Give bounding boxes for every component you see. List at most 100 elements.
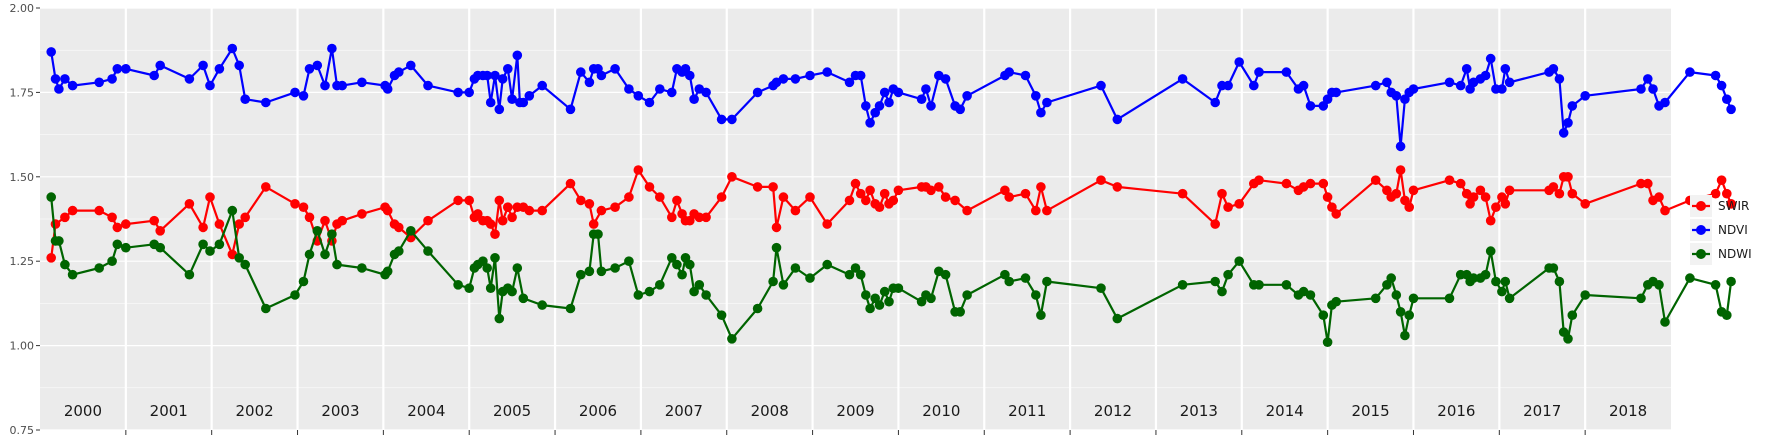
data-point-ndvi xyxy=(50,74,61,84)
data-point-ndvi xyxy=(1567,101,1578,111)
data-point-swir xyxy=(394,222,404,233)
data-point-swir xyxy=(198,222,208,233)
data-point-ndwi xyxy=(1654,280,1664,290)
data-point-swir xyxy=(1567,188,1578,199)
data-point-ndwi xyxy=(1096,283,1106,294)
data-point-ndwi xyxy=(198,239,208,250)
year-label-2005: 2005 xyxy=(493,402,531,420)
data-point-ndwi xyxy=(1322,337,1333,348)
data-point-swir xyxy=(850,178,861,189)
data-point-ndwi xyxy=(1400,330,1410,341)
data-point-swir xyxy=(320,215,330,226)
data-point-ndvi xyxy=(1685,67,1695,77)
legend-marker-ndvi xyxy=(1696,225,1706,235)
data-point-ndvi xyxy=(962,91,972,101)
data-point-swir xyxy=(60,212,70,223)
data-point-swir xyxy=(290,199,300,209)
data-point-ndvi xyxy=(1331,87,1341,98)
data-point-ndwi xyxy=(240,259,250,270)
year-label-2011: 2011 xyxy=(1008,402,1046,420)
data-point-swir xyxy=(1318,178,1329,189)
data-point-ndvi xyxy=(518,97,529,108)
data-point-ndvi xyxy=(1177,74,1188,84)
data-point-ndvi xyxy=(1485,53,1496,64)
data-point-ndvi xyxy=(1710,70,1721,81)
data-point-swir xyxy=(855,188,866,199)
y-axis: 0.75 1.00 1.25 1.50 1.75 2.00 xyxy=(10,2,40,437)
data-point-ndwi xyxy=(1177,280,1188,290)
data-point-ndwi xyxy=(805,273,815,283)
data-point-ndvi xyxy=(1722,94,1732,104)
data-point-ndvi xyxy=(1660,97,1670,108)
data-point-ndvi xyxy=(1096,80,1106,91)
data-point-swir xyxy=(94,205,104,216)
data-point-ndvi xyxy=(689,94,699,104)
data-point-swir xyxy=(1370,175,1381,185)
data-point-ndwi xyxy=(850,263,861,273)
data-point-ndwi xyxy=(1468,273,1479,283)
data-point-ndwi xyxy=(184,269,195,280)
data-point-swir xyxy=(667,212,677,223)
data-point-ndvi xyxy=(1548,64,1559,74)
data-point-swir xyxy=(1468,192,1479,202)
data-point-ndvi xyxy=(655,84,665,94)
data-point-ndwi xyxy=(512,263,523,273)
data-point-ndwi xyxy=(584,266,595,277)
data-point-ndwi xyxy=(1491,276,1501,287)
data-point-swir xyxy=(1504,185,1515,196)
year-label-2010: 2010 xyxy=(922,402,960,420)
data-point-ndvi xyxy=(1444,77,1455,88)
data-point-swir xyxy=(1726,199,1736,209)
data-point-ndvi xyxy=(54,84,64,94)
data-point-ndwi xyxy=(357,263,367,273)
data-point-ndvi xyxy=(1382,77,1392,88)
data-point-ndvi xyxy=(874,101,885,111)
data-point-swir xyxy=(423,215,433,226)
data-point-ndwi xyxy=(644,286,655,297)
data-point-swir xyxy=(337,215,348,226)
data-point-swir xyxy=(1404,202,1414,212)
data-point-swir xyxy=(490,229,500,239)
data-point-ndwi xyxy=(485,283,496,294)
data-point-ndwi xyxy=(1395,307,1406,317)
data-point-ndvi xyxy=(382,84,393,94)
data-point-ndwi xyxy=(1223,269,1233,280)
data-point-swir xyxy=(1036,182,1046,192)
year-label-2018: 2018 xyxy=(1609,402,1647,420)
data-point-ndwi xyxy=(778,280,789,290)
data-point-ndwi xyxy=(865,303,875,314)
data-point-ndvi xyxy=(320,80,330,91)
series-line-swir xyxy=(50,168,1733,258)
data-point-swir xyxy=(1234,199,1244,209)
data-point-ndwi xyxy=(893,283,904,294)
data-point-swir xyxy=(771,222,782,233)
data-point-swir xyxy=(1548,182,1559,192)
data-point-ndvi xyxy=(1210,97,1220,108)
data-point-ndvi xyxy=(1500,64,1511,74)
data-point-ndwi xyxy=(1497,286,1507,297)
data-point-ndwi xyxy=(261,303,271,314)
data-point-ndvi xyxy=(844,77,855,88)
data-point-ndvi xyxy=(1455,80,1466,91)
data-point-ndvi xyxy=(1461,64,1472,74)
data-point-swir xyxy=(565,178,576,189)
data-point-ndwi xyxy=(453,280,463,290)
data-point-ndwi xyxy=(727,334,737,344)
data-point-ndwi xyxy=(290,290,300,300)
data-point-swir xyxy=(940,192,951,202)
data-point-ndwi xyxy=(822,259,832,270)
data-point-swir xyxy=(768,182,778,192)
data-point-swir xyxy=(1554,188,1565,199)
data-point-ndvi xyxy=(822,67,832,77)
data-point-swir xyxy=(962,205,972,216)
data-point-swir xyxy=(1031,205,1041,216)
data-point-ndwi xyxy=(1500,276,1511,287)
data-point-ndvi xyxy=(524,91,535,101)
data-point-ndwi xyxy=(1580,290,1590,300)
data-point-ndwi xyxy=(752,303,763,314)
data-point-ndwi xyxy=(234,252,244,263)
data-point-ndvi xyxy=(1036,107,1046,118)
data-point-ndwi xyxy=(423,246,433,256)
data-point-ndvi xyxy=(1281,67,1292,77)
data-point-ndwi xyxy=(1281,280,1292,290)
